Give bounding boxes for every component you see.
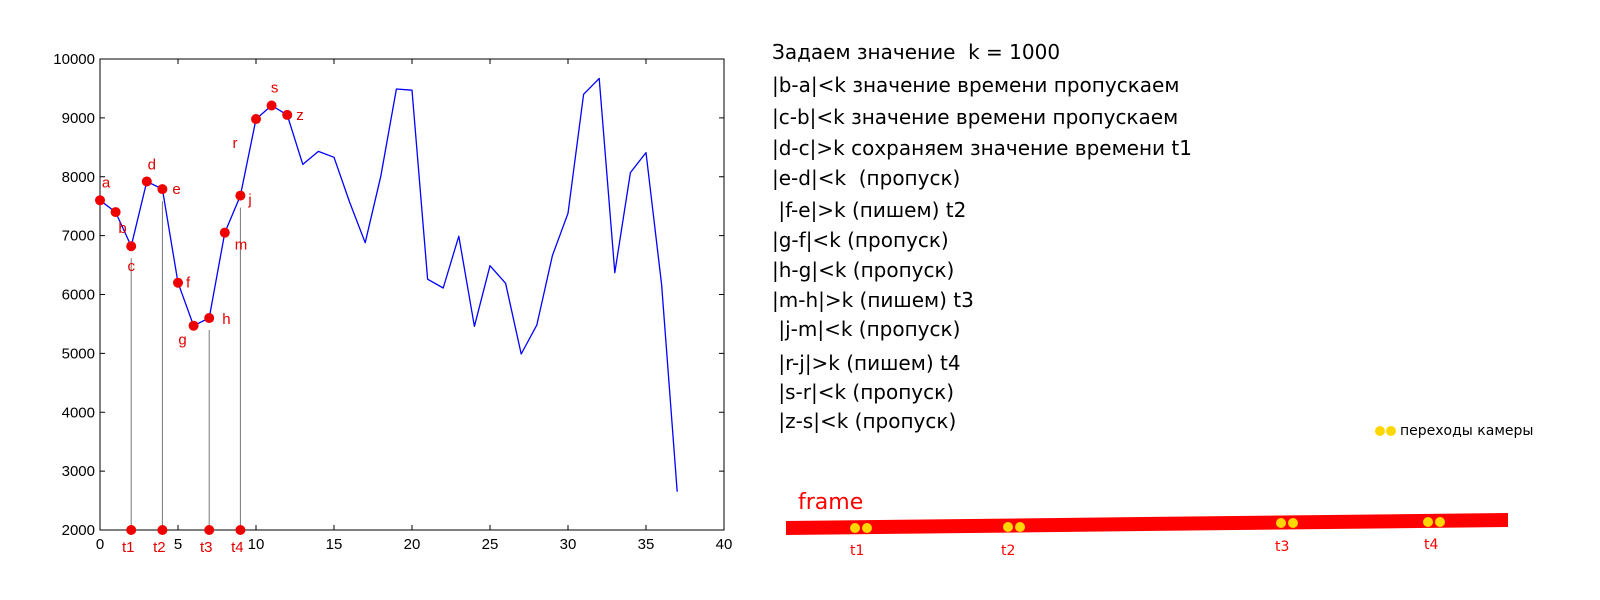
- transition-dot: [1288, 518, 1298, 528]
- explanation-line: |r-j|>k (пишем) t4: [772, 351, 961, 375]
- y-tick-label: 9000: [62, 110, 95, 127]
- labeled-points: a b c de f g h m j r sz: [95, 80, 304, 349]
- explanation-line: |j-m|<k (пропуск): [772, 317, 961, 341]
- y-tick-label: 3000: [62, 463, 95, 480]
- plot-frame: [99, 58, 725, 531]
- explanation-line: |c-b|<k значение времени пропускаем: [772, 105, 1179, 129]
- point-label: b: [118, 220, 126, 237]
- point-label: r: [233, 135, 238, 152]
- x-tick-label: 25: [482, 536, 499, 553]
- frame-t3-label: t3: [1275, 539, 1290, 555]
- time-marker: [204, 525, 215, 535]
- point-marker: [95, 195, 105, 206]
- transition-dot: [1015, 522, 1025, 532]
- legend-dot: [1386, 426, 1396, 436]
- transition-dot: [1423, 517, 1433, 527]
- transition-dot: [850, 523, 860, 533]
- y-tick-label: 8000: [62, 169, 95, 186]
- time-marker: [157, 525, 168, 535]
- y-tick-label: 2000: [62, 522, 95, 539]
- transition-dot: [862, 523, 872, 533]
- frame-label: frame: [798, 490, 864, 515]
- explanation-line: |f-e|>k (пишем) t2: [772, 198, 967, 222]
- time-label: t1: [122, 539, 135, 556]
- frame-t2-label: t2: [1001, 543, 1016, 559]
- y-tick-label: 5000: [62, 345, 95, 362]
- point-label: h: [222, 311, 230, 328]
- transition-dot: [1003, 522, 1013, 532]
- explanation-line: |m-h|>k (пишем) t3: [772, 288, 974, 312]
- time-marks: t1 t2 t3 t4: [122, 525, 246, 556]
- explanation-line: |d-c|>k сохраняем значение времени t1: [772, 136, 1192, 160]
- frame-t1-label: t1: [850, 543, 865, 559]
- point-marker: [266, 100, 277, 111]
- point-label: s: [271, 80, 279, 97]
- time-marker: [126, 525, 137, 535]
- x-tick-label: 10: [248, 536, 265, 553]
- point-label: f: [186, 275, 191, 292]
- explanation-line: |e-d|<k (пропуск): [772, 166, 961, 190]
- transition-dot: [1276, 518, 1286, 528]
- chart-axes: 0 5 10 15 20 25 30 35 40 2000 3000 4000 5000 6000 7000…: [53, 51, 732, 553]
- point-marker: [235, 190, 246, 201]
- y-tick-label: 7000: [62, 228, 95, 245]
- explanation-line: |s-r|<k (пропуск): [772, 380, 954, 404]
- point-label: j: [247, 192, 251, 209]
- explanation-line: |h-g|<k (пропуск): [772, 258, 955, 282]
- point-marker: [110, 207, 121, 218]
- y-tick-label: 6000: [62, 287, 95, 304]
- point-label: g: [178, 332, 186, 349]
- point-label: e: [172, 181, 180, 198]
- point-label: z: [296, 107, 304, 124]
- frame-timeline: [786, 513, 1508, 535]
- point-marker: [141, 176, 152, 187]
- x-tick-label: 30: [560, 536, 577, 553]
- x-tick-label: 5: [174, 536, 182, 553]
- camera-transitions-legend: переходы камеры: [1375, 423, 1533, 439]
- x-tick-label: 35: [638, 536, 655, 553]
- point-label: m: [235, 237, 248, 254]
- time-leader-lines: [130, 201, 241, 526]
- explanation-line: Задаем значение k = 1000: [772, 40, 1061, 64]
- transition-dot: [1435, 517, 1445, 527]
- point-label: a: [102, 174, 111, 191]
- time-marker: [235, 525, 246, 535]
- point-marker: [251, 114, 261, 125]
- y-tick-label: 4000: [62, 404, 95, 421]
- point-marker: [219, 227, 230, 238]
- point-marker: [204, 313, 215, 324]
- point-marker: [157, 184, 168, 195]
- point-marker: [173, 277, 183, 288]
- line-chart: 0 5 10 15 20 25 30 35 40 2000 3000 4000 5000 6000 7000…: [53, 51, 732, 556]
- x-tick-label: 15: [326, 536, 343, 553]
- point-marker: [282, 109, 293, 120]
- explanation-line: |g-f|<k (пропуск): [772, 228, 949, 252]
- x-tick-label: 40: [716, 536, 733, 553]
- time-label: t2: [153, 539, 166, 556]
- x-tick-label: 0: [96, 536, 104, 553]
- point-marker: [126, 241, 137, 252]
- legend-label: переходы камеры: [1400, 423, 1534, 439]
- point-label: d: [148, 156, 156, 173]
- frame-bar: [786, 513, 1508, 535]
- point-label: c: [127, 258, 135, 275]
- time-label: t3: [200, 539, 213, 556]
- explanation-line: |b-a|<k значение времени пропускаем: [772, 73, 1180, 97]
- explanation-line: |z-s|<k (пропуск): [772, 409, 957, 433]
- time-label: t4: [231, 539, 244, 556]
- x-tick-label: 20: [404, 536, 421, 553]
- y-tick-label: 10000: [53, 51, 95, 68]
- legend-dot: [1375, 426, 1385, 436]
- point-marker: [188, 320, 199, 331]
- frame-t4-label: t4: [1424, 537, 1439, 553]
- legend-dots-icon: [1375, 426, 1396, 436]
